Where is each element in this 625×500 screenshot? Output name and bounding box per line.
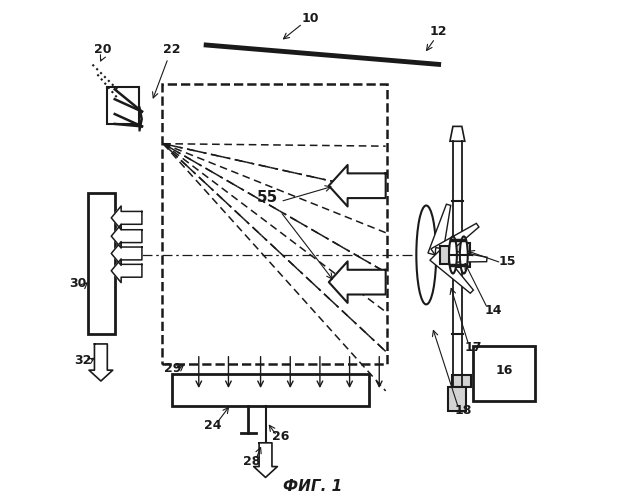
Polygon shape: [431, 224, 479, 261]
Text: 55: 55: [256, 190, 278, 204]
Ellipse shape: [449, 236, 457, 274]
Polygon shape: [329, 262, 386, 303]
Ellipse shape: [460, 236, 468, 274]
Bar: [107, 87, 139, 124]
Text: 30: 30: [69, 277, 86, 290]
Polygon shape: [254, 443, 278, 478]
Bar: [445, 242, 470, 268]
Text: 14: 14: [484, 304, 502, 318]
Polygon shape: [450, 126, 465, 141]
Polygon shape: [430, 250, 473, 293]
Text: 18: 18: [454, 404, 472, 417]
Bar: [440, 246, 449, 264]
Polygon shape: [139, 106, 142, 132]
Text: 10: 10: [301, 12, 319, 24]
Polygon shape: [428, 204, 451, 257]
Polygon shape: [111, 224, 142, 248]
Bar: [172, 374, 369, 406]
Polygon shape: [329, 165, 386, 206]
Polygon shape: [450, 388, 465, 404]
Polygon shape: [111, 259, 142, 282]
Text: 29: 29: [164, 362, 182, 375]
Ellipse shape: [416, 206, 436, 304]
Text: 17: 17: [464, 342, 482, 354]
Text: 32: 32: [74, 354, 91, 366]
Bar: [473, 346, 535, 401]
Text: 12: 12: [430, 25, 447, 38]
Text: ФИГ. 1: ФИГ. 1: [283, 479, 342, 494]
Text: 24: 24: [204, 419, 221, 432]
Bar: [449, 387, 466, 410]
Text: 16: 16: [496, 364, 513, 376]
Polygon shape: [111, 242, 142, 266]
Polygon shape: [89, 344, 112, 381]
Polygon shape: [111, 206, 142, 230]
Polygon shape: [434, 248, 487, 262]
Bar: [88, 193, 115, 334]
Text: 22: 22: [163, 43, 181, 56]
Text: 28: 28: [244, 455, 261, 468]
Text: 20: 20: [94, 43, 111, 56]
Text: 26: 26: [272, 430, 289, 444]
Bar: [162, 84, 387, 363]
Bar: [452, 375, 471, 388]
Text: 15: 15: [499, 255, 516, 268]
